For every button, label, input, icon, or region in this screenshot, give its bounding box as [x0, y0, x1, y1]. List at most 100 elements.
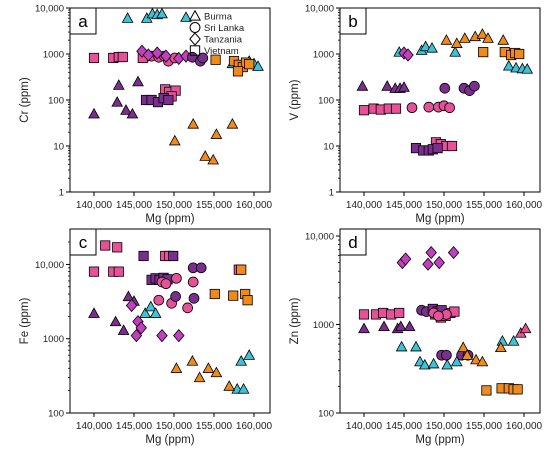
y-axis-label: Cr (ppm)	[19, 77, 31, 123]
x-tick-label: 140,000	[76, 200, 113, 211]
data-point	[447, 245, 460, 260]
data-point	[358, 322, 370, 334]
panel-label-box	[69, 7, 97, 35]
data-point	[144, 300, 157, 312]
data-point	[439, 82, 451, 94]
data-point	[358, 309, 370, 320]
data-point	[199, 150, 212, 161]
data-point	[502, 59, 515, 71]
data-point	[117, 324, 130, 335]
data-point	[210, 128, 223, 139]
x-tick-label: 155,000	[196, 421, 233, 432]
data-point	[425, 245, 437, 260]
data-point	[395, 340, 408, 352]
legend-label: Burma	[204, 12, 233, 23]
data-point	[163, 94, 174, 106]
plot-frame	[339, 228, 541, 414]
data-point	[378, 320, 390, 332]
data-point	[470, 353, 482, 365]
data-point	[433, 310, 444, 322]
data-point	[132, 75, 144, 87]
y-tick-label: 100	[48, 96, 64, 107]
data-point	[180, 11, 192, 22]
x-tick-label: 160,000	[236, 421, 273, 432]
x-tick-label: 150,000	[156, 200, 193, 211]
legend-label: Vietnam	[204, 46, 239, 57]
data-point	[193, 371, 206, 383]
legend-marker	[189, 32, 201, 46]
data-point	[252, 60, 264, 71]
y-tick-label: 10	[323, 142, 334, 153]
data-point	[139, 307, 152, 318]
data-point	[235, 355, 248, 366]
data-point	[186, 355, 199, 366]
data-point	[210, 54, 221, 65]
data-point	[88, 266, 100, 277]
y-axis-label: V (ppm)	[289, 79, 301, 120]
x-tick-label: 155,000	[466, 421, 503, 432]
y-tick-label: 1000	[43, 50, 64, 61]
data-point	[187, 118, 200, 129]
y-tick-label: 10,000	[305, 4, 334, 15]
panel-label-box	[339, 228, 367, 256]
y-tick-label: 1000	[313, 50, 334, 61]
data-point	[476, 28, 489, 39]
y-tick-label: 10	[53, 142, 64, 153]
data-point	[441, 349, 452, 361]
data-point	[113, 266, 124, 277]
x-tick-label: 145,000	[116, 200, 153, 211]
data-point	[149, 307, 162, 318]
x-tick-label: 160,000	[506, 421, 543, 432]
y-tick-label: 1000	[43, 334, 64, 345]
data-point	[449, 46, 462, 57]
data-point	[122, 290, 135, 302]
data-point	[121, 12, 134, 23]
data-point	[242, 295, 253, 306]
data-point	[153, 294, 165, 306]
data-point	[497, 34, 510, 45]
panel-label-box	[339, 7, 367, 35]
data-point	[210, 366, 223, 378]
x-axis-label: Mg (ppm)	[145, 213, 194, 225]
panel-label: c	[79, 233, 88, 252]
data-point	[120, 104, 132, 115]
data-point	[117, 51, 128, 63]
data-point	[450, 355, 463, 367]
x-tick-label: 155,000	[466, 200, 503, 211]
data-point	[197, 52, 209, 64]
data-point	[419, 40, 432, 52]
y-tick-label: 100	[318, 409, 334, 420]
y-tick-label: 100	[48, 409, 64, 420]
data-point	[423, 101, 435, 113]
data-point	[418, 358, 431, 370]
data-point	[160, 278, 172, 290]
data-point	[432, 143, 443, 154]
data-point	[232, 66, 244, 77]
x-tick-label: 140,000	[76, 421, 113, 432]
data-point	[237, 383, 250, 394]
data-point	[381, 80, 394, 91]
data-point	[207, 153, 220, 165]
x-tick-label: 150,000	[426, 421, 463, 432]
data-point	[136, 44, 148, 58]
x-tick-label: 160,000	[506, 200, 543, 211]
data-point	[458, 32, 471, 43]
data-point	[171, 272, 182, 284]
data-point	[228, 290, 239, 301]
y-tick-label: 1	[59, 188, 64, 199]
data-point	[519, 322, 532, 334]
data-point	[236, 264, 247, 275]
y-axis-label: Fe (ppm)	[19, 298, 31, 345]
data-point	[514, 48, 525, 60]
x-axis-label: Mg (ppm)	[415, 213, 464, 225]
y-tick-label: 1	[329, 188, 334, 199]
data-point	[112, 242, 123, 253]
panels: 140,000 145,000 150,000 155,000 160,00011010…	[19, 4, 543, 447]
data-point	[469, 80, 480, 92]
x-tick-label: 150,000	[426, 200, 463, 211]
data-point	[138, 250, 149, 262]
panel-b: 140,000 145,000 150,000 155,000 160,000 1 10 10…	[289, 4, 543, 226]
data-point	[100, 240, 111, 251]
data-point	[398, 81, 410, 92]
data-point	[88, 52, 100, 64]
